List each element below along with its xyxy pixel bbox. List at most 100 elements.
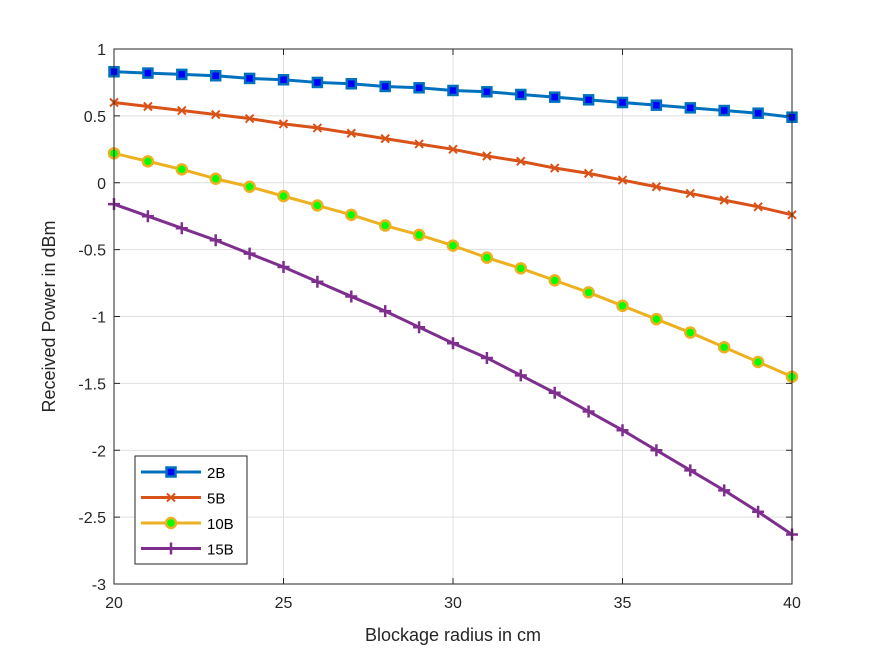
- y-tick-label: -1: [92, 310, 106, 327]
- data-point-2B: [311, 76, 324, 89]
- data-point-10B: [650, 312, 663, 326]
- y-tick-label: 0.5: [84, 109, 106, 126]
- legend: 2B 5B 10B 15B: [134, 455, 248, 565]
- data-point-2B: [379, 80, 391, 93]
- legend-box: [134, 455, 248, 565]
- data-point-5B: [583, 168, 594, 179]
- data-point-5B: [651, 182, 662, 192]
- data-point-15B: [447, 337, 459, 350]
- data-point-2B: [243, 72, 256, 85]
- data-point-15B: [345, 290, 358, 303]
- data-point-15B: [684, 464, 697, 477]
- data-point-5B: [312, 123, 323, 133]
- data-point-15B: [277, 261, 290, 274]
- series-5B: [109, 97, 797, 220]
- data-point-2B: [650, 99, 663, 111]
- data-point-5B: [177, 105, 187, 116]
- data-point-2B: [345, 78, 358, 90]
- data-point-10B: [582, 286, 595, 299]
- y-tick-label: -2: [92, 443, 106, 460]
- data-point-5B: [414, 139, 424, 149]
- data-point-15B: [752, 505, 765, 518]
- data-point-15B: [616, 424, 629, 437]
- data-point-15B: [209, 234, 222, 247]
- data-point-5B: [143, 101, 153, 112]
- data-point-5B: [448, 144, 458, 155]
- data-point-10B: [345, 208, 358, 222]
- data-point-2B: [582, 94, 595, 106]
- legend-label: 5B: [207, 491, 225, 508]
- data-point-2B: [176, 68, 188, 81]
- data-point-2B: [548, 91, 561, 103]
- data-point-10B: [446, 239, 460, 252]
- data-point-2B: [142, 67, 154, 79]
- data-point-15B: [650, 444, 663, 457]
- data-point-10B: [209, 172, 222, 185]
- data-point-2B: [447, 84, 459, 97]
- data-point-2B: [616, 96, 629, 109]
- data-point-15B: [379, 305, 392, 318]
- data-point-5B: [210, 109, 221, 120]
- legend-entry-15B: 15B: [141, 542, 234, 559]
- y-axis-ticks: 1 0.5 0 -0.5 -1 -1.5 -2 -2.5 -3: [78, 42, 792, 594]
- x-axis-ticks: 20 25 30 35 40: [105, 49, 801, 612]
- data-point-5B: [278, 119, 289, 129]
- series-2B: [108, 65, 798, 123]
- data-point-10B: [243, 180, 256, 194]
- data-point-10B: [514, 262, 528, 275]
- data-point-2B: [684, 102, 697, 114]
- legend-label: 10B: [207, 516, 234, 533]
- data-point-15B: [548, 386, 561, 399]
- data-point-15B: [413, 321, 426, 334]
- legend-label: 2B: [207, 465, 225, 482]
- series-layer: [107, 65, 799, 541]
- x-tick-label: 30: [444, 595, 462, 612]
- series-10B: [107, 147, 799, 383]
- x-tick-label: 40: [783, 595, 801, 612]
- legend-swatch-marker: [165, 542, 177, 555]
- x-tick-label: 20: [105, 595, 123, 612]
- data-point-2B: [718, 104, 730, 117]
- y-tick-label: -1.5: [78, 376, 106, 393]
- data-point-10B: [717, 341, 731, 354]
- data-point-5B: [482, 151, 492, 161]
- data-point-15B: [311, 275, 324, 288]
- y-tick-label: -3: [92, 577, 106, 594]
- data-point-2B: [515, 88, 527, 101]
- legend-entry-5B: 5B: [141, 491, 225, 508]
- x-tick-label: 35: [614, 595, 632, 612]
- x-tick-label: 25: [275, 595, 293, 612]
- legend-swatch-marker: [165, 466, 177, 478]
- x-axis-label: Blockage radius in cm: [365, 625, 541, 645]
- series-15B: [108, 198, 798, 541]
- data-point-10B: [616, 299, 629, 313]
- data-point-15B: [243, 247, 256, 260]
- data-point-5B: [549, 163, 560, 173]
- data-point-15B: [480, 351, 493, 364]
- legend-label: 15B: [207, 542, 234, 559]
- data-point-5B: [719, 195, 729, 205]
- data-point-2B: [413, 82, 425, 94]
- y-tick-label: 0: [97, 176, 106, 193]
- legend-swatch-marker: [166, 492, 176, 503]
- data-point-10B: [277, 189, 290, 203]
- data-point-10B: [311, 199, 324, 212]
- data-point-15B: [175, 222, 188, 235]
- data-point-10B: [175, 163, 189, 176]
- data-point-15B: [141, 210, 154, 223]
- data-point-5B: [617, 175, 628, 185]
- data-point-2B: [209, 70, 222, 82]
- data-point-10B: [480, 251, 494, 264]
- data-point-10B: [684, 326, 697, 339]
- data-point-10B: [751, 355, 765, 369]
- legend-entry-2B: 2B: [141, 465, 225, 482]
- data-point-5B: [244, 113, 255, 124]
- y-tick-label: 1: [97, 42, 106, 59]
- y-tick-label: -2.5: [78, 510, 106, 527]
- data-point-5B: [685, 188, 696, 199]
- data-point-5B: [753, 202, 763, 212]
- data-point-10B: [378, 219, 392, 232]
- data-point-15B: [514, 369, 527, 382]
- legend-swatch-marker: [164, 516, 178, 530]
